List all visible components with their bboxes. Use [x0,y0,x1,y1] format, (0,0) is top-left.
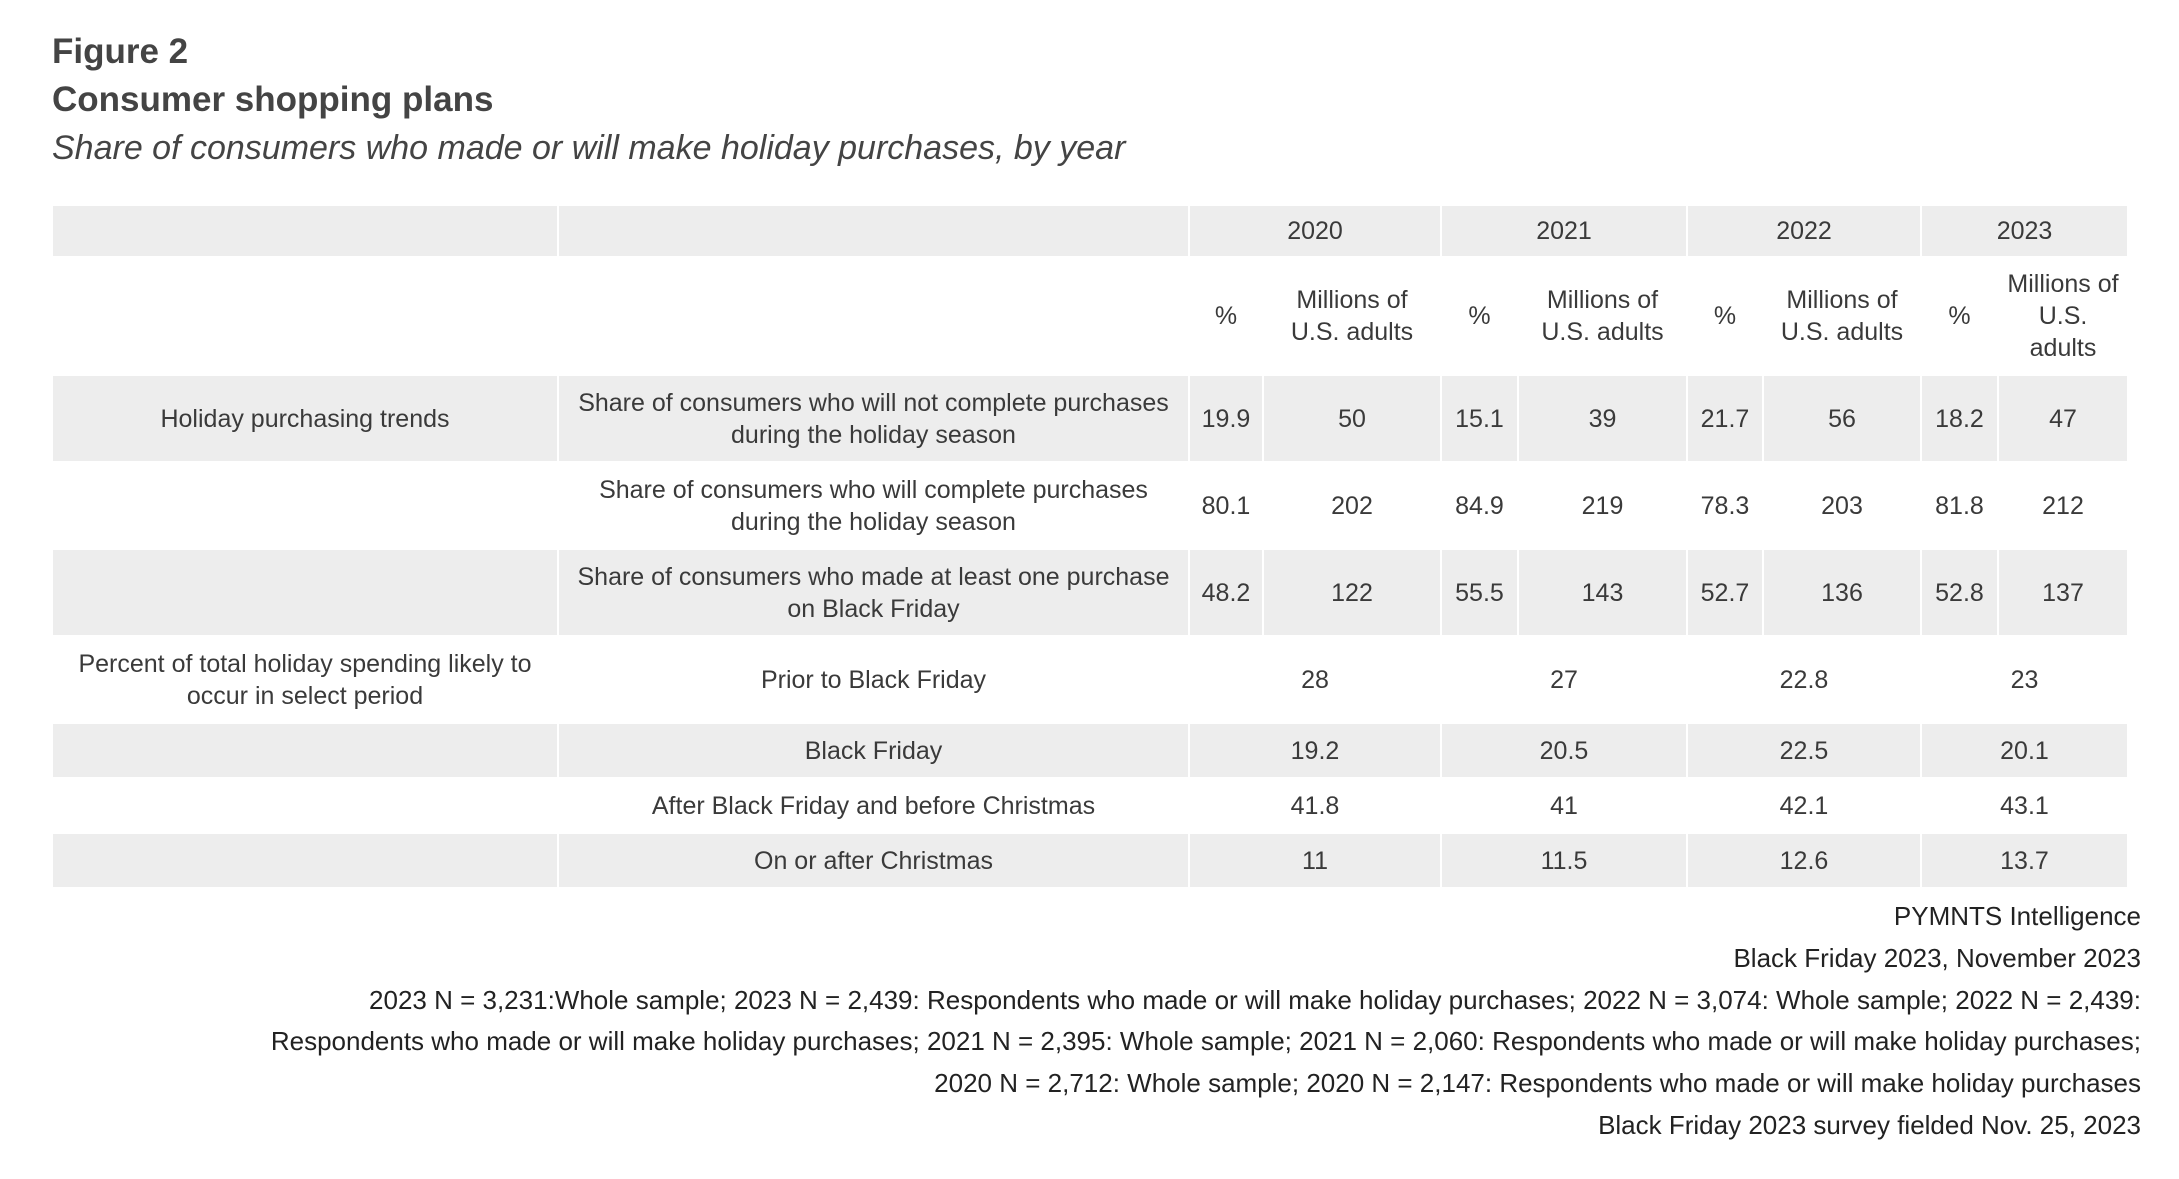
share-cell: 11.5 [1440,832,1688,889]
pct-header: % [1920,256,1999,376]
share-cell: 22.5 [1686,722,1922,779]
figure-header: Figure 2 Consumer shopping plans Share o… [52,28,1125,172]
millions-header: Millions of U.S. adults [1262,256,1442,376]
millions-cell: 219 [1517,461,1688,550]
millions-cell: 50 [1262,374,1442,463]
pct-cell: 48.2 [1188,548,1264,637]
share-cell: 43.1 [1920,777,2129,834]
millions-cell: 39 [1517,374,1688,463]
pct-header: % [1440,256,1519,376]
sample-note: 2023 N = 3,231:Whole sample; 2023 N = 2,… [369,984,2141,1015]
row-group: Holiday purchasing trends [51,374,559,463]
table-row: After Black Friday and before Christmas 4… [51,777,2129,834]
table-row: Black Friday 19.2 20.5 22.5 20.1 [51,722,2129,779]
table-row: Share of consumers who will complete pur… [51,461,2129,550]
share-cell: 13.7 [1920,832,2129,889]
millions-header: Millions of U.S. adults [1517,256,1688,376]
table-row: Percent of total holiday spending likely… [51,635,2129,724]
pct-header: % [1686,256,1764,376]
millions-cell: 47 [1997,374,2129,463]
pct-cell: 80.1 [1188,461,1264,550]
row-group [51,777,559,834]
pct-cell: 78.3 [1686,461,1764,550]
year-header: 2021 [1440,204,1688,258]
row-group [51,722,559,779]
pct-cell: 55.5 [1440,548,1519,637]
share-cell: 20.1 [1920,722,2129,779]
share-cell: 22.8 [1686,635,1922,724]
pct-cell: 81.8 [1920,461,1999,550]
row-group: Percent of total holiday spending likely… [51,635,559,724]
table-row: On or after Christmas 11 11.5 12.6 13.7 [51,832,2129,889]
millions-header: Millions of U.S. adults [1997,256,2129,376]
figure-label: Figure 2 [52,32,189,71]
millions-cell: 202 [1262,461,1442,550]
share-cell: 41.8 [1188,777,1442,834]
row-group [51,461,559,550]
pct-cell: 84.9 [1440,461,1519,550]
year-header: 2023 [1920,204,2129,258]
millions-cell: 122 [1262,548,1442,637]
share-cell: 42.1 [1686,777,1922,834]
pct-header: % [1188,256,1264,376]
row-label: Share of consumers who made at least one… [557,548,1190,637]
millions-cell: 212 [1997,461,2129,550]
footer-notes: PYMNTS Intelligence Black Friday 2023, N… [271,896,2141,1147]
share-cell: 28 [1188,635,1442,724]
row-label: Share of consumers who will complete pur… [557,461,1190,550]
source: PYMNTS Intelligence [1893,901,2141,931]
report-name: Black Friday 2023, November 2023 [1733,942,2141,973]
year-header: 2022 [1686,204,1922,258]
millions-cell: 136 [1762,548,1922,637]
share-cell: 19.2 [1188,722,1442,779]
share-cell: 12.6 [1686,832,1922,889]
row-label: After Black Friday and before Christmas [557,777,1190,834]
shopping-plans-table: 2020 2021 2022 2023 % Millions of U.S. a… [51,204,2129,889]
row-label: Black Friday [557,722,1190,779]
row-label: Prior to Black Friday [557,635,1190,724]
share-cell: 11 [1188,832,1442,889]
figure-subtitle: Share of consumers who made or will make… [52,129,1126,167]
millions-header: Millions of U.S. adults [1762,256,1922,376]
sample-note: 2020 N = 2,712: Whole sample; 2020 N = 2… [934,1068,2141,1099]
table-row: Share of consumers who made at least one… [51,548,2129,637]
pct-cell: 15.1 [1440,374,1519,463]
year-header-row: 2020 2021 2022 2023 [51,204,2129,258]
pct-cell: 19.9 [1188,374,1264,463]
pct-cell: 18.2 [1920,374,1999,463]
row-group [51,548,559,637]
figure-title: Consumer shopping plans [52,80,494,119]
unit-header-row: % Millions of U.S. adults % Millions of … [51,256,2129,376]
share-cell: 41 [1440,777,1688,834]
year-header: 2020 [1188,204,1442,258]
pct-cell: 21.7 [1686,374,1764,463]
pct-cell: 52.8 [1920,548,1999,637]
millions-cell: 56 [1762,374,1922,463]
table-row: Holiday purchasing trends Share of consum… [51,374,2129,463]
millions-cell: 143 [1517,548,1688,637]
row-label: Share of consumers who will not complete… [557,374,1190,463]
share-cell: 27 [1440,635,1688,724]
sample-note: Respondents who made or will make holida… [270,1026,2141,1057]
share-cell: 20.5 [1440,722,1688,779]
millions-cell: 203 [1762,461,1922,550]
pct-cell: 52.7 [1686,548,1764,637]
row-label: On or after Christmas [557,832,1190,889]
millions-cell: 137 [1997,548,2129,637]
survey-date: Black Friday 2023 survey fielded Nov. 25… [1598,1109,2141,1140]
share-cell: 23 [1920,635,2129,724]
row-group [51,832,559,889]
